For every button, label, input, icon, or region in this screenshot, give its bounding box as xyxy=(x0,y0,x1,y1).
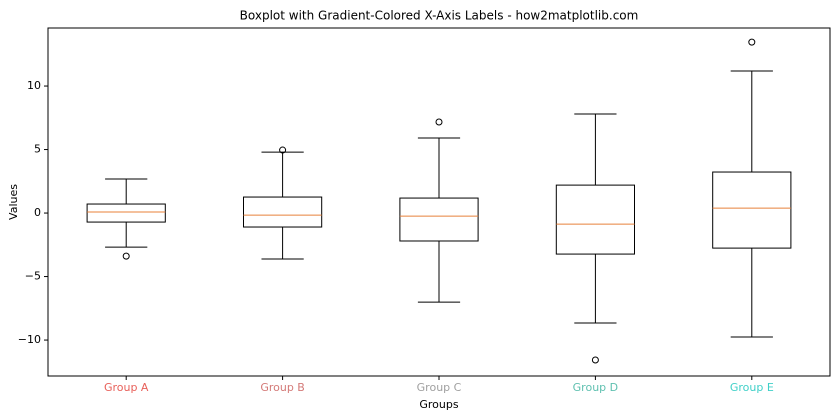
y-tick-label: 10 xyxy=(27,79,41,92)
box xyxy=(86,203,166,223)
flier xyxy=(748,38,756,46)
chart-title: Boxplot with Gradient-Colored X-Axis Lab… xyxy=(240,9,639,23)
y-axis-label: Values xyxy=(7,184,20,220)
x-tick-label: Group A xyxy=(104,381,149,394)
box xyxy=(243,196,323,228)
flier xyxy=(591,356,599,364)
x-axis-label: Groups xyxy=(419,398,458,411)
y-tick-label: 0 xyxy=(34,206,41,219)
y-tick-label: 5 xyxy=(34,143,41,156)
x-tick-label: Group D xyxy=(573,381,618,394)
box xyxy=(712,171,792,249)
box xyxy=(399,197,479,242)
y-tick-label: −10 xyxy=(18,333,41,346)
x-tick-label: Group E xyxy=(730,381,774,394)
x-tick-label: Group B xyxy=(260,381,305,394)
flier xyxy=(122,252,130,260)
flier xyxy=(279,146,287,154)
box xyxy=(555,184,635,255)
x-tick-label: Group C xyxy=(417,381,462,394)
flier xyxy=(435,118,443,126)
y-tick-label: −5 xyxy=(25,270,41,283)
